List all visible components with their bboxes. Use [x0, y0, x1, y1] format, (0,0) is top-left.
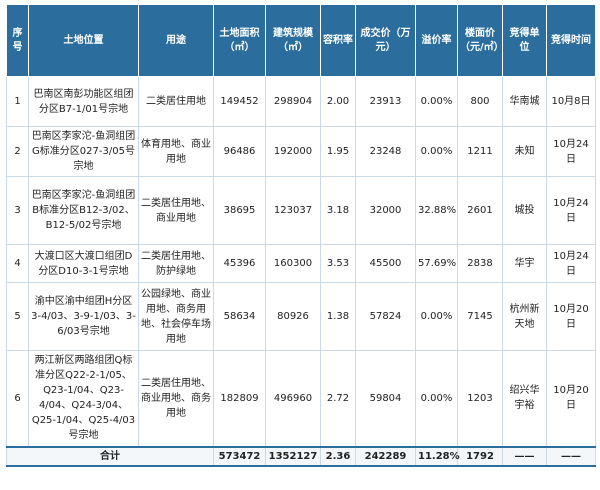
table-row: 1 巴南区南彭功能区组团分区B7-1/01号宗地 二类居住用地 149452 2… — [6, 76, 596, 127]
cell-scale: 496960 — [265, 350, 321, 447]
cell-far: 1.38 — [320, 282, 356, 351]
cell-far: 3.18 — [320, 176, 356, 245]
header-location: 土地位置 — [28, 4, 139, 77]
cell-use: 体育用地、商业用地 — [138, 126, 214, 177]
cell-premium: 0.00% — [415, 350, 458, 447]
total-area: 573472 — [213, 445, 266, 467]
header-far: 容积率 — [320, 4, 356, 77]
cell-far: 2.00 — [320, 76, 356, 127]
cell-price: 45500 — [355, 244, 416, 283]
cell-scale: 80926 — [265, 282, 321, 351]
cell-premium: 0.00% — [415, 76, 458, 127]
cell-area: 45396 — [213, 244, 266, 283]
cell-price: 23248 — [355, 126, 416, 177]
cell-time: 10月24日 — [546, 126, 596, 177]
cell-time: 10月24日 — [546, 176, 596, 245]
cell-far: 2.72 — [320, 350, 356, 447]
total-label: 合计 — [6, 445, 214, 467]
cell-premium: 0.00% — [415, 126, 458, 177]
cell-winner: 华南城 — [502, 76, 547, 127]
cell-area: 182809 — [213, 350, 266, 447]
cell-premium: 32.88% — [415, 176, 458, 245]
cell-winner: 未知 — [502, 126, 547, 177]
cell-winner: 绍兴华宇裕 — [502, 350, 547, 447]
land-deals-table-container: 序号 土地位置 用途 土地面积（㎡） 建筑规模（㎡） 容积率 成交价（万元） 溢… — [6, 4, 596, 467]
cell-scale: 160300 — [265, 244, 321, 283]
cell-no: 6 — [6, 350, 29, 447]
total-price: 242289 — [355, 445, 416, 467]
cell-floor-price: 2838 — [457, 244, 503, 283]
cell-floor-price: 2601 — [457, 176, 503, 245]
cell-winner: 城投 — [502, 176, 547, 245]
header-row: 序号 土地位置 用途 土地面积（㎡） 建筑规模（㎡） 容积率 成交价（万元） 溢… — [6, 4, 596, 77]
total-winner: —— — [502, 445, 547, 467]
table-row: 2 巴南区李家沱-鱼洞组团G标准分区027-3/05号宗地 体育用地、商业用地 … — [6, 126, 596, 177]
cell-far: 3.53 — [320, 244, 356, 283]
cell-location: 两江新区两路组团Q标准分区Q22-2-1/05、Q23-1/04、Q23-4/0… — [28, 350, 139, 447]
cell-far: 1.95 — [320, 126, 356, 177]
header-scale: 建筑规模（㎡） — [265, 4, 321, 77]
total-time: —— — [546, 445, 596, 467]
header-time: 竞得时间 — [546, 4, 596, 77]
total-scale: 1352127 — [265, 445, 321, 467]
cell-winner: 杭州新天地 — [502, 282, 547, 351]
cell-floor-price: 1211 — [457, 126, 503, 177]
cell-no: 5 — [6, 282, 29, 351]
cell-no: 3 — [6, 176, 29, 245]
total-floor-price: 1792 — [457, 445, 503, 467]
cell-price: 57824 — [355, 282, 416, 351]
cell-use: 公园绿地、商业用地、商务用地、社会停车场用地 — [138, 282, 214, 351]
cell-premium: 0.00% — [415, 282, 458, 351]
total-row: 合计 573472 1352127 2.36 242289 11.28% 179… — [6, 445, 596, 467]
cell-scale: 123037 — [265, 176, 321, 245]
cell-floor-price: 7145 — [457, 282, 503, 351]
total-premium: 11.28% — [415, 445, 460, 467]
header-winner: 竞得单位 — [502, 4, 547, 77]
cell-scale: 192000 — [265, 126, 321, 177]
cell-winner: 华宇 — [502, 244, 547, 283]
cell-scale: 298904 — [265, 76, 321, 127]
cell-area: 96486 — [213, 126, 266, 177]
cell-no: 4 — [6, 244, 29, 283]
cell-floor-price: 1203 — [457, 350, 503, 447]
cell-price: 59804 — [355, 350, 416, 447]
header-premium: 溢价率 — [415, 4, 458, 77]
table-row: 6 两江新区两路组团Q标准分区Q22-2-1/05、Q23-1/04、Q23-4… — [6, 350, 596, 447]
cell-location: 巴南区南彭功能区组团分区B7-1/01号宗地 — [28, 76, 139, 127]
header-no: 序号 — [6, 4, 29, 77]
cell-use: 二类居住用地 — [138, 76, 214, 127]
cell-area: 58634 — [213, 282, 266, 351]
cell-premium: 57.69% — [415, 244, 458, 283]
cell-location: 大渡口区大渡口组团D分区D10-3-1号宗地 — [28, 244, 139, 283]
cell-time: 10月20日 — [546, 350, 596, 447]
cell-time: 10月8日 — [546, 76, 596, 127]
total-far: 2.36 — [320, 445, 356, 467]
cell-no: 2 — [6, 126, 29, 177]
cell-time: 10月20日 — [546, 282, 596, 351]
table-row: 4 大渡口区大渡口组团D分区D10-3-1号宗地 二类居住用地、防护绿地 453… — [6, 244, 596, 283]
land-deals-table: 序号 土地位置 用途 土地面积（㎡） 建筑规模（㎡） 容积率 成交价（万元） 溢… — [6, 4, 596, 467]
cell-use: 二类居住用地、商业用地 — [138, 176, 214, 245]
cell-use: 二类居住用地、防护绿地 — [138, 244, 214, 283]
cell-floor-price: 800 — [457, 76, 503, 127]
header-price: 成交价（万元） — [355, 4, 416, 77]
header-floor-price: 楼面价（元/㎡） — [457, 4, 504, 77]
cell-price: 32000 — [355, 176, 416, 245]
cell-location: 巴南区李家沱-鱼洞组团G标准分区027-3/05号宗地 — [28, 126, 139, 177]
header-area: 土地面积（㎡） — [213, 4, 266, 77]
cell-area: 38695 — [213, 176, 266, 245]
cell-location: 渝中区渝中组团H分区3-4/03、3-9-1/03、3-6/03号宗地 — [28, 282, 139, 351]
cell-time: 10月24日 — [546, 244, 596, 283]
cell-location: 巴南区李家沱-鱼洞组团B标准分区B12-3/02、B12-5/02号宗地 — [28, 176, 139, 245]
cell-price: 23913 — [355, 76, 416, 127]
table-row: 3 巴南区李家沱-鱼洞组团B标准分区B12-3/02、B12-5/02号宗地 二… — [6, 176, 596, 245]
table-row: 5 渝中区渝中组团H分区3-4/03、3-9-1/03、3-6/03号宗地 公园… — [6, 282, 596, 351]
cell-use: 二类居住用地、商业用地、商务用地 — [138, 350, 214, 447]
cell-no: 1 — [6, 76, 29, 127]
header-use: 用途 — [138, 4, 214, 77]
cell-area: 149452 — [213, 76, 266, 127]
